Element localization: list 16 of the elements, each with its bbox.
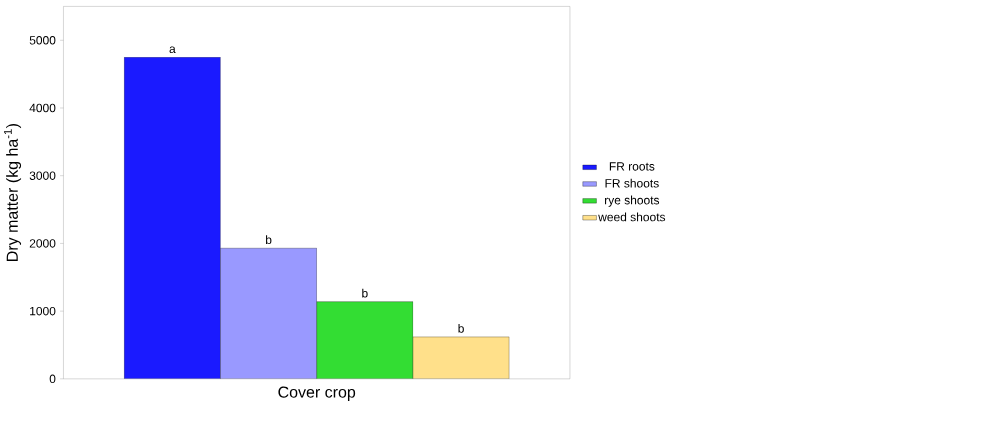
x-axis-title: Cover crop: [278, 386, 356, 401]
y-tick-label: 0: [49, 374, 56, 383]
legend-label: FR roots: [609, 162, 655, 171]
data-label: a: [169, 46, 176, 53]
y-tick-label: 2000: [29, 238, 56, 248]
data-label: b: [266, 235, 272, 244]
legend-label: weed shoots: [598, 212, 666, 222]
y-tick-label: 4000: [29, 103, 56, 113]
data-label: b: [362, 288, 368, 298]
legend-label: FR shoots: [605, 178, 659, 188]
y-tick-label: 3000: [29, 171, 56, 180]
y-tick-label: 5000: [29, 35, 56, 45]
y-tick-label: 1000: [30, 306, 56, 316]
data-label: b: [458, 323, 464, 333]
y-axis-title: Dry matter (kg ha$^{-1}$): [4, 123, 22, 261]
legend-label: rye shoots: [605, 195, 660, 207]
